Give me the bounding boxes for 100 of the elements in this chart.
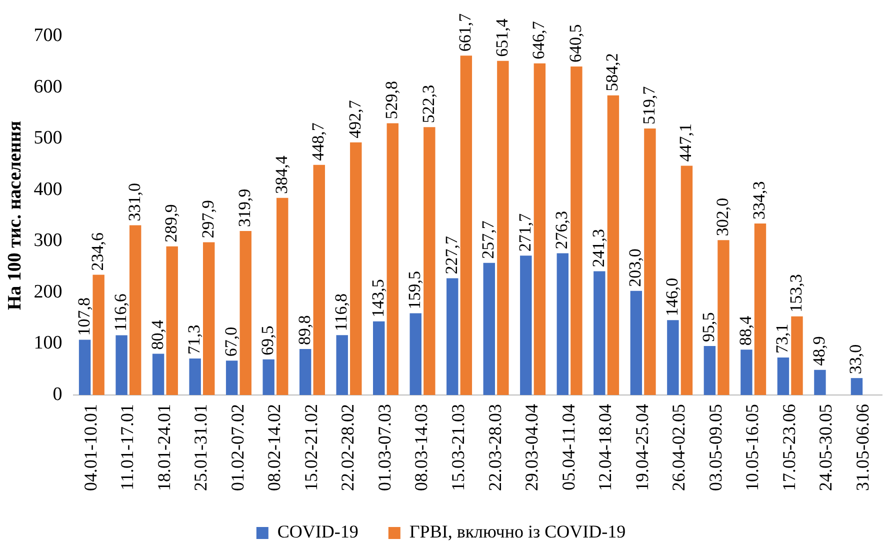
data-label: 159,5: [405, 270, 424, 310]
x-tick-label: 01.03-07.03: [374, 404, 394, 492]
y-axis-title: На 100 тис. населення: [4, 120, 26, 310]
bar: [497, 60, 509, 396]
bar: [850, 378, 863, 396]
bar: [534, 63, 546, 396]
data-label: 529,8: [382, 81, 402, 120]
bar: [667, 320, 679, 396]
data-label: 146,0: [662, 278, 682, 316]
y-tick-label: 700: [34, 24, 62, 46]
data-label: 153,3: [786, 274, 806, 312]
bar: [350, 142, 362, 396]
data-label: 33,0: [846, 344, 866, 374]
x-tick-label: 22.02-28.02: [338, 404, 358, 492]
y-tick-label: 500: [34, 128, 62, 149]
bar: [202, 242, 215, 396]
bar: [483, 262, 495, 396]
bar: [520, 256, 532, 396]
data-label: 73,1: [772, 324, 792, 354]
y-tick-label: 200: [34, 281, 62, 302]
data-label: 67,0: [221, 326, 240, 357]
data-label: 234,6: [88, 232, 108, 271]
x-tick-label: 25.01-31.01: [190, 404, 211, 492]
bar: [718, 240, 730, 396]
data-label: 646,7: [529, 20, 548, 60]
data-label: 88,4: [736, 315, 755, 346]
data-label: 334,3: [750, 181, 769, 220]
bar: [594, 271, 606, 396]
x-tick-label: 19.04-25.04: [632, 404, 652, 492]
x-tick-label: 05.04-11.04: [558, 404, 578, 490]
bar: [410, 313, 422, 396]
legend-label: ГРВІ, включно із COVID-19: [409, 522, 626, 542]
x-tick-label: 31.05-06.06: [852, 404, 872, 492]
data-label: 241,3: [588, 229, 608, 268]
data-label: 651,4: [492, 18, 512, 57]
data-label: 661,7: [456, 12, 475, 52]
x-tick-label: 18.01-24.01: [154, 404, 174, 492]
data-label: 116,8: [332, 293, 351, 332]
data-label: 331,0: [124, 182, 144, 222]
x-tick-label: 08.03-14.03: [411, 404, 432, 492]
x-tick-label: 22.03-28.03: [484, 404, 505, 492]
bar: [276, 198, 288, 396]
data-label: 492,7: [345, 100, 364, 138]
x-tick-label: 04.01-10.01: [80, 404, 100, 492]
bar: [814, 370, 826, 396]
data-label: 69,5: [258, 326, 278, 356]
bar: [704, 346, 716, 396]
bar: [740, 350, 752, 396]
x-tick-label: 12.04-18.04: [595, 404, 616, 492]
bar: [424, 127, 436, 396]
bar: [556, 253, 569, 396]
x-tick-label: 08.02-14.02: [264, 404, 284, 492]
data-label: 297,9: [198, 200, 218, 238]
bar: [336, 335, 348, 396]
bar: [386, 123, 399, 396]
bar: [78, 340, 91, 396]
data-label: 276,3: [552, 211, 572, 250]
y-tick-label: 300: [34, 230, 62, 252]
bar: [226, 360, 238, 396]
data-label: 319,9: [235, 188, 254, 227]
bar: [92, 274, 104, 396]
data-label: 522,3: [418, 84, 438, 124]
bar: [166, 246, 178, 396]
y-tick-label: 600: [34, 76, 62, 98]
x-tick-label: 15.03-21.03: [448, 404, 468, 492]
data-label: 143,5: [368, 279, 388, 318]
bar: [754, 224, 766, 396]
x-tick-label: 15.02-21.02: [300, 404, 321, 492]
data-label: 302,0: [712, 198, 732, 236]
x-tick-label: 11.01-17.01: [117, 404, 138, 490]
bar: [644, 128, 656, 396]
data-label: 89,8: [294, 315, 314, 345]
data-label: 289,9: [162, 204, 181, 242]
bar: [129, 225, 142, 396]
data-label: 227,7: [442, 235, 461, 274]
bar: [570, 66, 582, 396]
bar: [299, 348, 312, 396]
data-label: 107,8: [74, 297, 94, 336]
bar: [607, 95, 620, 396]
x-tick-label: 17.05-23.06: [778, 404, 799, 492]
data-label: 257,7: [478, 220, 498, 259]
bar: [460, 56, 472, 396]
bar: [240, 230, 252, 396]
bar: [630, 290, 642, 396]
bar: [373, 321, 385, 396]
data-label: 203,0: [626, 248, 645, 287]
data-label: 80,4: [148, 320, 167, 350]
y-tick-label: 400: [34, 178, 62, 200]
x-tick-label: 01.02-07.02: [227, 404, 248, 492]
bar: [313, 164, 325, 396]
bar: [791, 316, 803, 396]
bar: [680, 166, 693, 396]
bar: [262, 359, 274, 396]
y-tick-label: 0: [52, 384, 62, 405]
x-tick-label: 03.05-09.05: [705, 404, 726, 492]
x-tick-label: 26.04-02.05: [668, 404, 689, 492]
x-tick-label: 29.03-04.04: [522, 404, 542, 492]
bar: [189, 358, 201, 396]
data-label: 48,9: [809, 336, 828, 366]
x-tick-label: 24.05-30.05: [816, 404, 836, 492]
